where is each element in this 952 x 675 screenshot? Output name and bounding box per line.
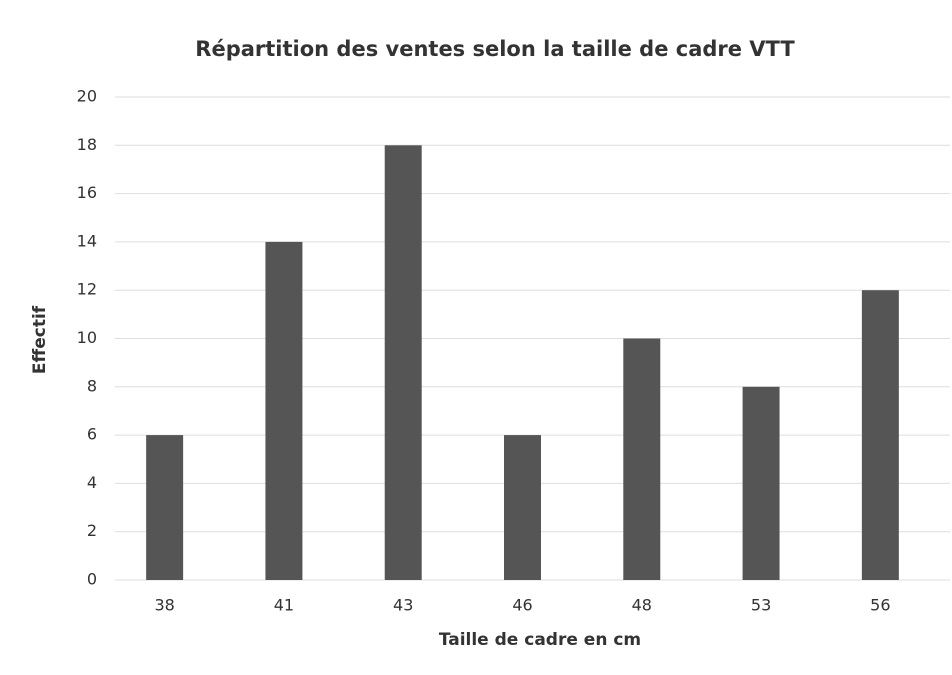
x-tick-label: 38	[154, 596, 174, 615]
y-tick-label: 8	[87, 376, 97, 395]
chart-title: Répartition des ventes selon la taille d…	[195, 37, 795, 61]
y-tick-label: 10	[77, 328, 97, 347]
bar	[384, 145, 422, 581]
x-tick-label: 53	[751, 596, 771, 615]
bar	[623, 338, 661, 580]
x-tick-label: 43	[393, 596, 413, 615]
x-tick-label: 56	[870, 596, 890, 615]
bar	[504, 435, 541, 580]
y-axis-label: Effectif	[30, 305, 50, 374]
x-tick-label: 41	[274, 596, 294, 615]
y-tick-label: 14	[77, 231, 97, 250]
bar	[265, 241, 303, 580]
y-tick-label: 0	[87, 570, 97, 589]
y-tick-label: 12	[77, 280, 97, 299]
y-tick-label: 4	[87, 473, 97, 492]
y-tick-label: 20	[77, 87, 97, 106]
y-tick-label: 2	[87, 521, 97, 540]
x-tick-label: 48	[632, 596, 652, 615]
x-axis-label: Taille de cadre en cm	[439, 630, 641, 650]
y-tick-label: 6	[87, 425, 97, 444]
y-tick-label: 18	[77, 135, 97, 154]
bar	[861, 290, 899, 580]
x-tick-label: 46	[512, 596, 532, 615]
y-tick-label: 16	[77, 183, 97, 202]
bar	[146, 435, 184, 580]
bar	[742, 386, 780, 580]
